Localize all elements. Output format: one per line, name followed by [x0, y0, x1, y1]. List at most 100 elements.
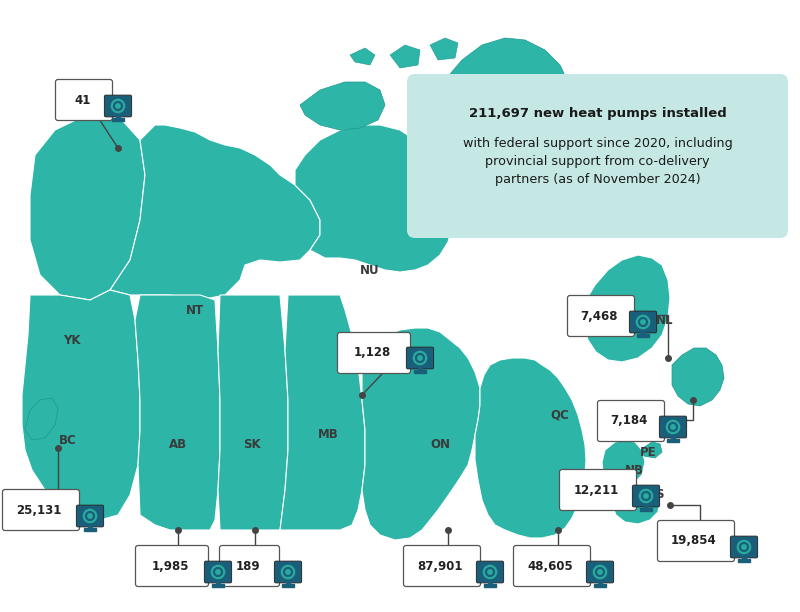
Circle shape	[284, 567, 293, 577]
Circle shape	[598, 570, 602, 574]
FancyBboxPatch shape	[338, 332, 410, 373]
Polygon shape	[110, 125, 320, 300]
Circle shape	[86, 512, 94, 520]
Text: 25,131: 25,131	[16, 504, 62, 517]
Text: 87,901: 87,901	[417, 559, 462, 572]
Polygon shape	[22, 290, 140, 520]
Bar	[212, 584, 224, 587]
Circle shape	[742, 545, 746, 549]
Text: with federal support since 2020, including
provincial support from co-delivery
p: with federal support since 2020, includi…	[462, 138, 732, 187]
FancyBboxPatch shape	[274, 561, 302, 583]
Bar	[640, 509, 652, 510]
Polygon shape	[350, 48, 375, 65]
Circle shape	[414, 351, 426, 365]
Circle shape	[114, 102, 122, 110]
Bar	[642, 329, 645, 334]
Circle shape	[216, 570, 220, 574]
Polygon shape	[300, 82, 385, 130]
Bar	[88, 523, 92, 528]
FancyBboxPatch shape	[659, 416, 686, 438]
Bar	[671, 435, 674, 438]
Circle shape	[594, 565, 606, 578]
Text: MB: MB	[318, 428, 338, 441]
Polygon shape	[602, 440, 645, 485]
Bar	[484, 584, 496, 587]
FancyBboxPatch shape	[630, 311, 657, 333]
Text: PE: PE	[640, 447, 656, 460]
FancyBboxPatch shape	[77, 505, 104, 527]
Circle shape	[595, 567, 605, 577]
Polygon shape	[280, 295, 365, 530]
Bar	[667, 439, 679, 442]
FancyBboxPatch shape	[135, 545, 209, 586]
Bar	[282, 584, 294, 587]
Circle shape	[740, 543, 749, 551]
Circle shape	[638, 318, 647, 326]
Bar	[637, 334, 649, 337]
Circle shape	[666, 420, 680, 433]
Polygon shape	[390, 45, 420, 68]
Circle shape	[642, 491, 650, 501]
Polygon shape	[445, 38, 568, 125]
Circle shape	[418, 356, 422, 360]
Polygon shape	[643, 442, 662, 458]
FancyBboxPatch shape	[632, 485, 659, 507]
Bar	[112, 119, 124, 121]
Circle shape	[88, 514, 92, 518]
FancyBboxPatch shape	[205, 561, 232, 583]
Circle shape	[637, 315, 650, 329]
Circle shape	[639, 490, 653, 502]
Polygon shape	[430, 38, 458, 60]
Text: 1,128: 1,128	[354, 346, 390, 359]
Text: 7,468: 7,468	[580, 310, 618, 323]
FancyBboxPatch shape	[104, 95, 132, 117]
Circle shape	[111, 99, 125, 113]
Bar	[414, 370, 426, 373]
Circle shape	[416, 354, 424, 362]
Circle shape	[644, 494, 648, 498]
Polygon shape	[612, 485, 660, 524]
Bar	[84, 528, 96, 531]
Circle shape	[214, 567, 222, 577]
Text: NS: NS	[646, 488, 666, 501]
Bar	[742, 554, 746, 558]
FancyBboxPatch shape	[406, 347, 434, 369]
Text: 189: 189	[235, 559, 260, 572]
Text: AB: AB	[169, 439, 187, 452]
Polygon shape	[135, 295, 220, 530]
Circle shape	[641, 320, 646, 324]
Text: 7,184: 7,184	[610, 414, 648, 428]
Text: BC: BC	[59, 433, 77, 447]
Polygon shape	[362, 328, 480, 540]
FancyBboxPatch shape	[730, 536, 758, 558]
Polygon shape	[30, 118, 145, 300]
Bar	[286, 580, 290, 583]
Bar	[598, 580, 602, 583]
Text: QC: QC	[550, 408, 570, 422]
Polygon shape	[672, 348, 724, 406]
FancyBboxPatch shape	[403, 545, 481, 586]
Circle shape	[488, 570, 492, 574]
Polygon shape	[25, 398, 58, 440]
FancyBboxPatch shape	[567, 296, 634, 337]
Circle shape	[738, 540, 750, 554]
Text: ON: ON	[430, 439, 450, 452]
Circle shape	[669, 423, 678, 431]
FancyBboxPatch shape	[219, 545, 279, 586]
Text: YK: YK	[63, 334, 81, 346]
Bar	[738, 559, 750, 562]
Circle shape	[486, 567, 494, 577]
FancyBboxPatch shape	[477, 561, 504, 583]
Text: NL: NL	[656, 313, 674, 326]
Circle shape	[211, 565, 225, 578]
Text: 48,605: 48,605	[527, 559, 573, 572]
Text: NT: NT	[186, 304, 204, 316]
Bar	[644, 503, 648, 507]
FancyBboxPatch shape	[2, 490, 79, 531]
Polygon shape	[295, 125, 452, 272]
FancyBboxPatch shape	[658, 520, 734, 561]
Polygon shape	[218, 295, 288, 530]
Text: 41: 41	[74, 94, 90, 106]
Bar	[418, 365, 422, 369]
FancyBboxPatch shape	[586, 561, 614, 583]
